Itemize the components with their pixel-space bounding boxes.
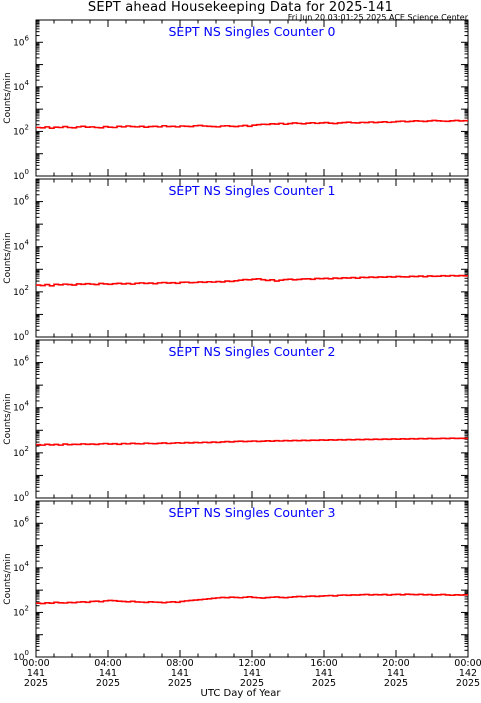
ytick-exponent: 2 (25, 445, 29, 453)
ytick-base: 10 (13, 608, 25, 618)
xtick-year: 2025 (384, 678, 408, 689)
xtick-year: 2025 (456, 678, 480, 689)
xtick-label: 16:00 141 2025 (310, 658, 337, 689)
panel-2-ytick-label: 100 (13, 490, 29, 504)
panel-3-frame (35, 500, 469, 658)
xtick-time: 00:00 (454, 658, 481, 669)
xtick-time: 12:00 (238, 658, 265, 669)
panel-0-y-axis-label: Counts/min (3, 72, 13, 123)
ytick-base: 10 (13, 653, 25, 663)
xtick-time: 00:00 (22, 658, 49, 669)
ytick-base: 10 (13, 288, 25, 298)
panel-1-ytick-label: 100 (13, 329, 29, 343)
panel-3-y-axis-label: Counts/min (3, 553, 13, 604)
xtick-doy: 141 (243, 668, 261, 679)
xtick-year: 2025 (312, 678, 336, 689)
timestamp-label: Fri Jun 20 03:01:25 2025 ACE Science Cen… (287, 13, 468, 22)
xtick-doy: 142 (459, 668, 477, 679)
ytick-exponent: 6 (25, 34, 30, 42)
panel-3-ytick-label: 102 (13, 604, 29, 618)
ytick-exponent: 4 (25, 239, 30, 247)
xtick-label: 20:00 141 2025 (382, 658, 409, 689)
panel-3-ytick-label: 104 (13, 560, 29, 574)
panel-2-series-line (36, 437, 468, 446)
xtick-label: 00:00 142 2025 (454, 658, 481, 689)
panel-1-ytick-label: 104 (13, 239, 29, 253)
ytick-base: 10 (13, 494, 25, 504)
xtick-time: 16:00 (310, 658, 337, 669)
panel-0-series-line (36, 119, 468, 129)
panel-3-title: SEPT NS Singles Counter 3 (168, 505, 335, 520)
panel-0-ytick-label: 102 (13, 123, 29, 137)
panel-2-title: SEPT NS Singles Counter 2 (168, 344, 335, 359)
panel-0-ytick-label: 106 (13, 34, 29, 48)
ytick-exponent: 4 (25, 400, 30, 408)
panel-3-ytick-label: 106 (13, 515, 29, 529)
panel-1-y-axis-label: Counts/min (3, 232, 13, 283)
ytick-exponent: 0 (25, 168, 29, 176)
ytick-exponent: 6 (25, 194, 30, 202)
ytick-exponent: 0 (25, 490, 29, 498)
ytick-base: 10 (13, 127, 25, 137)
ytick-exponent: 0 (25, 649, 29, 657)
ytick-exponent: 0 (25, 329, 29, 337)
panel-1-frame (35, 178, 469, 338)
xtick-doy: 141 (171, 668, 189, 679)
panel-2-ytick-label: 106 (13, 355, 29, 369)
ytick-base: 10 (13, 333, 25, 343)
xtick-label: 12:00 141 2025 (238, 658, 265, 689)
ytick-exponent: 2 (25, 284, 29, 292)
xtick-time: 08:00 (166, 658, 193, 669)
page-title: SEPT ahead Housekeeping Data for 2025-14… (87, 0, 394, 15)
ytick-exponent: 2 (25, 604, 29, 612)
panel-0-ytick-label: 104 (13, 79, 29, 93)
xtick-doy: 141 (99, 668, 117, 679)
xtick-year: 2025 (96, 678, 120, 689)
panel-1-ytick-label: 106 (13, 194, 29, 208)
ytick-exponent: 4 (25, 79, 30, 87)
xtick-year: 2025 (168, 678, 192, 689)
ytick-base: 10 (13, 38, 25, 48)
x-axis-label: UTC Day of Year (200, 688, 281, 699)
ytick-base: 10 (13, 172, 25, 182)
xtick-year: 2025 (24, 678, 48, 689)
xtick-time: 20:00 (382, 658, 409, 669)
ytick-base: 10 (13, 198, 25, 208)
panel-2-ytick-label: 102 (13, 445, 29, 459)
ytick-base: 10 (13, 359, 25, 369)
panel-1-title: SEPT NS Singles Counter 1 (168, 183, 335, 198)
panel-3-ytick-label: 100 (13, 649, 29, 663)
xtick-doy: 141 (387, 668, 405, 679)
panel-0-ytick-label: 100 (13, 168, 29, 182)
xtick-time: 04:00 (94, 658, 121, 669)
panel-2-frame (35, 339, 469, 499)
ytick-base: 10 (13, 404, 25, 414)
xtick-label: 08:00 141 2025 (166, 658, 193, 689)
panel-3-series-line (36, 593, 468, 605)
xtick-doy: 141 (315, 668, 333, 679)
xtick-label: 00:00 141 2025 (22, 658, 49, 689)
panel-0-title: SEPT NS Singles Counter 0 (168, 24, 335, 39)
ytick-base: 10 (13, 449, 25, 459)
ytick-exponent: 4 (25, 560, 30, 568)
panel-1-series-line (36, 274, 468, 287)
ytick-exponent: 2 (25, 123, 29, 131)
panel-2-ytick-label: 104 (13, 400, 29, 414)
panel-0-frame (35, 19, 469, 177)
ytick-exponent: 6 (25, 515, 30, 523)
ytick-base: 10 (13, 243, 25, 253)
panel-2-y-axis-label: Counts/min (3, 393, 13, 444)
xtick-label: 04:00 141 2025 (94, 658, 121, 689)
xtick-year: 2025 (240, 678, 264, 689)
ytick-base: 10 (13, 519, 25, 529)
ytick-exponent: 6 (25, 355, 30, 363)
xtick-doy: 141 (27, 668, 45, 679)
panel-1-ytick-label: 102 (13, 284, 29, 298)
ytick-base: 10 (13, 564, 25, 574)
ytick-base: 10 (13, 83, 25, 93)
